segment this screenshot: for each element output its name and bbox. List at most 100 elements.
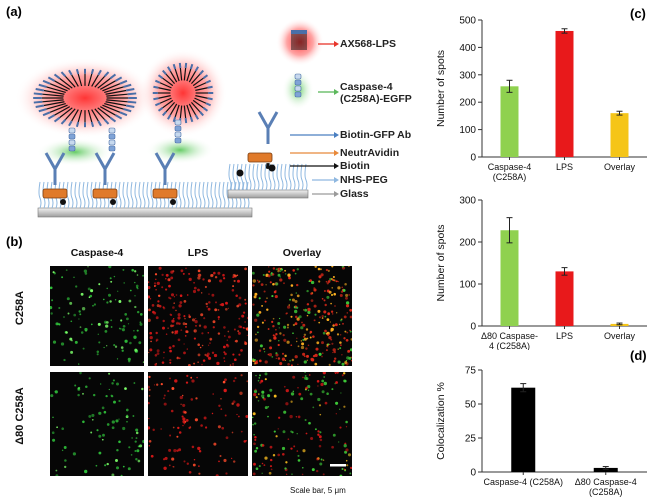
- fluorescent-spot: [108, 266, 112, 269]
- fluorescent-spot: [290, 315, 293, 318]
- fluorescent-spot: [113, 344, 116, 347]
- fluorescent-spot: [323, 376, 326, 378]
- fluorescent-spot: [126, 420, 128, 423]
- fluorescent-spot: [294, 315, 298, 319]
- fluorescent-spot: [186, 374, 189, 377]
- fluorescent-spot: [345, 448, 349, 452]
- fluorescent-spot: [261, 304, 264, 307]
- fluorescent-spot: [206, 354, 209, 358]
- fluorescent-spot: [344, 361, 348, 364]
- fluorescent-spot: [51, 299, 54, 302]
- fluorescent-spot: [223, 345, 226, 349]
- fluorescent-spot: [137, 459, 141, 463]
- fluorescent-spot: [258, 349, 262, 352]
- fluorescent-spot: [301, 473, 304, 476]
- fluorescent-spot: [272, 324, 275, 328]
- fluorescent-spot: [148, 351, 150, 354]
- fluorescent-spot: [178, 322, 181, 325]
- fluorescent-spot: [110, 326, 113, 328]
- fluorescent-spot: [267, 405, 270, 408]
- x-tick-label: LPS: [556, 331, 573, 341]
- fluorescent-spot: [346, 464, 349, 467]
- fluorescent-spot: [194, 320, 198, 324]
- fluorescent-spot: [161, 286, 164, 289]
- fluorescent-spot: [186, 294, 189, 296]
- fluorescent-spot: [151, 304, 155, 307]
- fluorescent-spot: [279, 332, 282, 335]
- fluorescent-spot: [343, 315, 347, 319]
- fluorescent-spot: [134, 305, 137, 309]
- fluorescent-spot: [108, 372, 111, 375]
- fluorescent-spot: [185, 330, 189, 334]
- fluorescent-spot: [148, 388, 151, 391]
- fluorescent-spot: [274, 295, 278, 299]
- fluorescent-spot: [163, 458, 166, 461]
- fluorescent-spot: [281, 452, 285, 456]
- fluorescent-spot: [244, 321, 246, 323]
- fluorescent-spot: [264, 372, 268, 376]
- fluorescent-spot: [116, 358, 119, 360]
- fluorescent-spot: [157, 294, 161, 298]
- fluorescent-spot: [238, 303, 242, 307]
- fluorescent-spot: [252, 472, 256, 476]
- fluorescent-spot: [160, 428, 162, 430]
- fluorescent-spot: [292, 269, 295, 272]
- fluorescent-spot: [197, 288, 200, 292]
- fluorescent-spot: [106, 301, 109, 304]
- fluorescent-spot: [124, 313, 128, 316]
- fluorescent-spot: [246, 380, 248, 383]
- fluorescent-spot: [339, 426, 342, 429]
- fluorescent-spot: [224, 414, 227, 417]
- fluorescent-spot: [224, 307, 228, 311]
- fluorescent-spot: [193, 337, 196, 340]
- fluorescent-spot: [297, 319, 300, 321]
- fluorescent-spot: [306, 289, 309, 293]
- fluorescent-spot: [225, 301, 228, 305]
- fluorescent-spot: [297, 386, 299, 389]
- fluorescent-spot: [148, 285, 151, 290]
- fluorescent-spot: [134, 295, 136, 297]
- fluorescent-spot: [185, 267, 187, 270]
- fluorescent-spot: [260, 379, 264, 383]
- fluorescent-spot: [82, 347, 85, 350]
- fluorescent-spot: [106, 423, 110, 426]
- micrograph-c258a-caspase4: [50, 266, 144, 366]
- fluorescent-spot: [134, 450, 137, 452]
- fluorescent-spot: [282, 333, 285, 337]
- legend-neutravidin: NeutrAvidin: [340, 147, 400, 159]
- fluorescent-spot: [177, 338, 181, 342]
- fluorescent-spot: [104, 464, 107, 467]
- fluorescent-spot: [298, 315, 302, 319]
- fluorescent-spot: [330, 310, 334, 313]
- fluorescent-spot: [136, 329, 139, 332]
- y-tick-label: 500: [459, 16, 476, 27]
- fluorescent-spot: [287, 273, 291, 277]
- fluorescent-spot: [295, 306, 299, 309]
- fluorescent-spot: [323, 289, 326, 293]
- fluorescent-spot: [269, 281, 272, 284]
- fluorescent-spot: [330, 277, 333, 281]
- fluorescent-spot: [212, 326, 215, 329]
- fluorescent-spot: [342, 288, 346, 292]
- fluorescent-spot: [180, 329, 183, 331]
- fluorescent-spot: [201, 292, 203, 294]
- micrograph-d80-caspase4: [50, 372, 144, 476]
- fluorescent-spot: [345, 296, 348, 300]
- fluorescent-spot: [178, 304, 182, 308]
- x-tick-label: Overlay: [604, 331, 636, 341]
- fluorescent-spot: [261, 321, 264, 324]
- fluorescent-spot: [255, 396, 258, 399]
- fluorescent-spot: [103, 410, 107, 414]
- fluorescent-spot: [169, 434, 172, 437]
- fluorescent-spot: [338, 323, 341, 326]
- fluorescent-spot: [203, 416, 207, 420]
- fluorescent-spot: [348, 294, 351, 296]
- fluorescent-spot: [300, 326, 304, 330]
- fluorescent-spot: [340, 290, 344, 293]
- fluorescent-spot: [136, 449, 140, 453]
- fluorescent-spot: [315, 469, 319, 473]
- fluorescent-spot: [264, 378, 267, 381]
- fluorescent-spot: [196, 376, 198, 379]
- fluorescent-spot: [349, 308, 352, 312]
- fluorescent-spot: [305, 432, 308, 435]
